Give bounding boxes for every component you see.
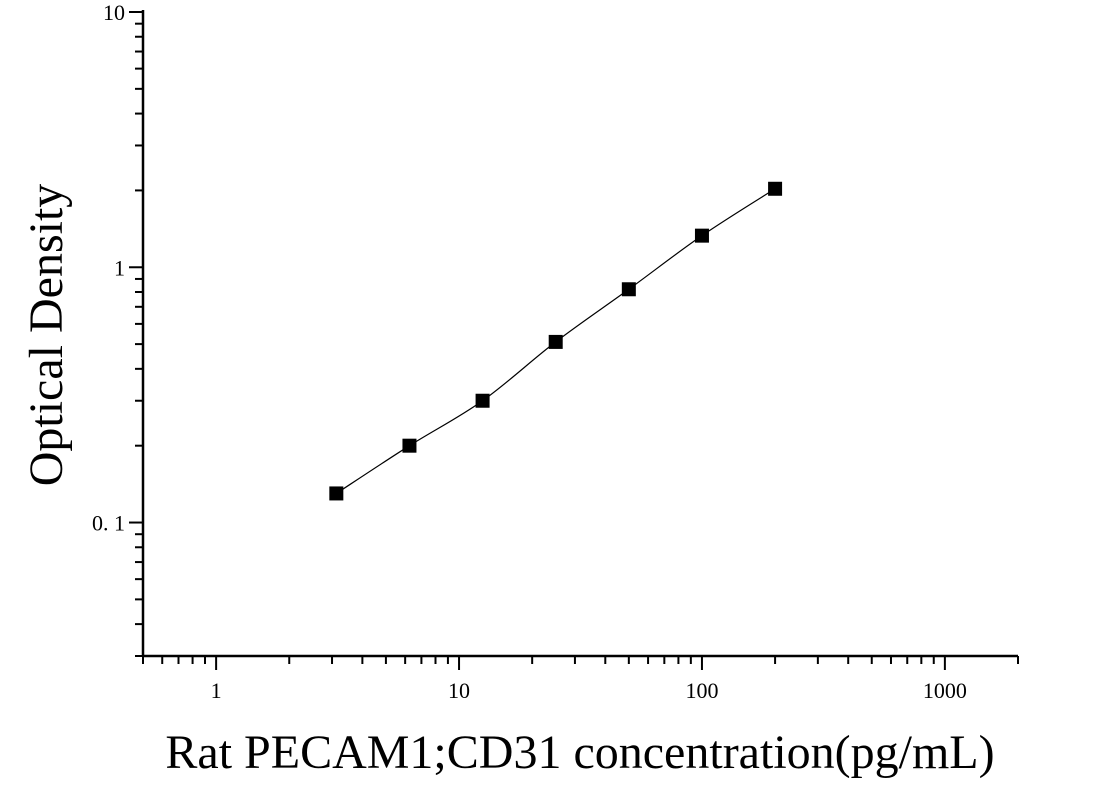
- data-point: [329, 486, 344, 501]
- x-axis-title: Rat PECAM1;CD31 concentration(pg/mL): [165, 726, 994, 779]
- data-point: [694, 228, 709, 243]
- data-point: [475, 393, 490, 408]
- tick-labels: 1 10 100 1000 0. 1 1 10: [92, 0, 967, 703]
- x-tick-label: 1: [211, 678, 222, 703]
- x-tick-label: 10: [448, 678, 470, 703]
- y-tick-label: 0. 1: [92, 511, 125, 536]
- data-point: [621, 282, 636, 297]
- y-axis-title: Optical Density: [20, 184, 73, 487]
- axes: [129, 10, 1019, 670]
- data-point: [768, 181, 783, 196]
- data-point: [402, 438, 417, 453]
- data-points-layer: [329, 181, 783, 501]
- x-tick-label: 1000: [923, 678, 967, 703]
- x-tick-label: 100: [685, 678, 718, 703]
- data-point: [548, 334, 563, 349]
- y-tick-label: 10: [103, 0, 125, 25]
- y-tick-label: 1: [114, 255, 125, 280]
